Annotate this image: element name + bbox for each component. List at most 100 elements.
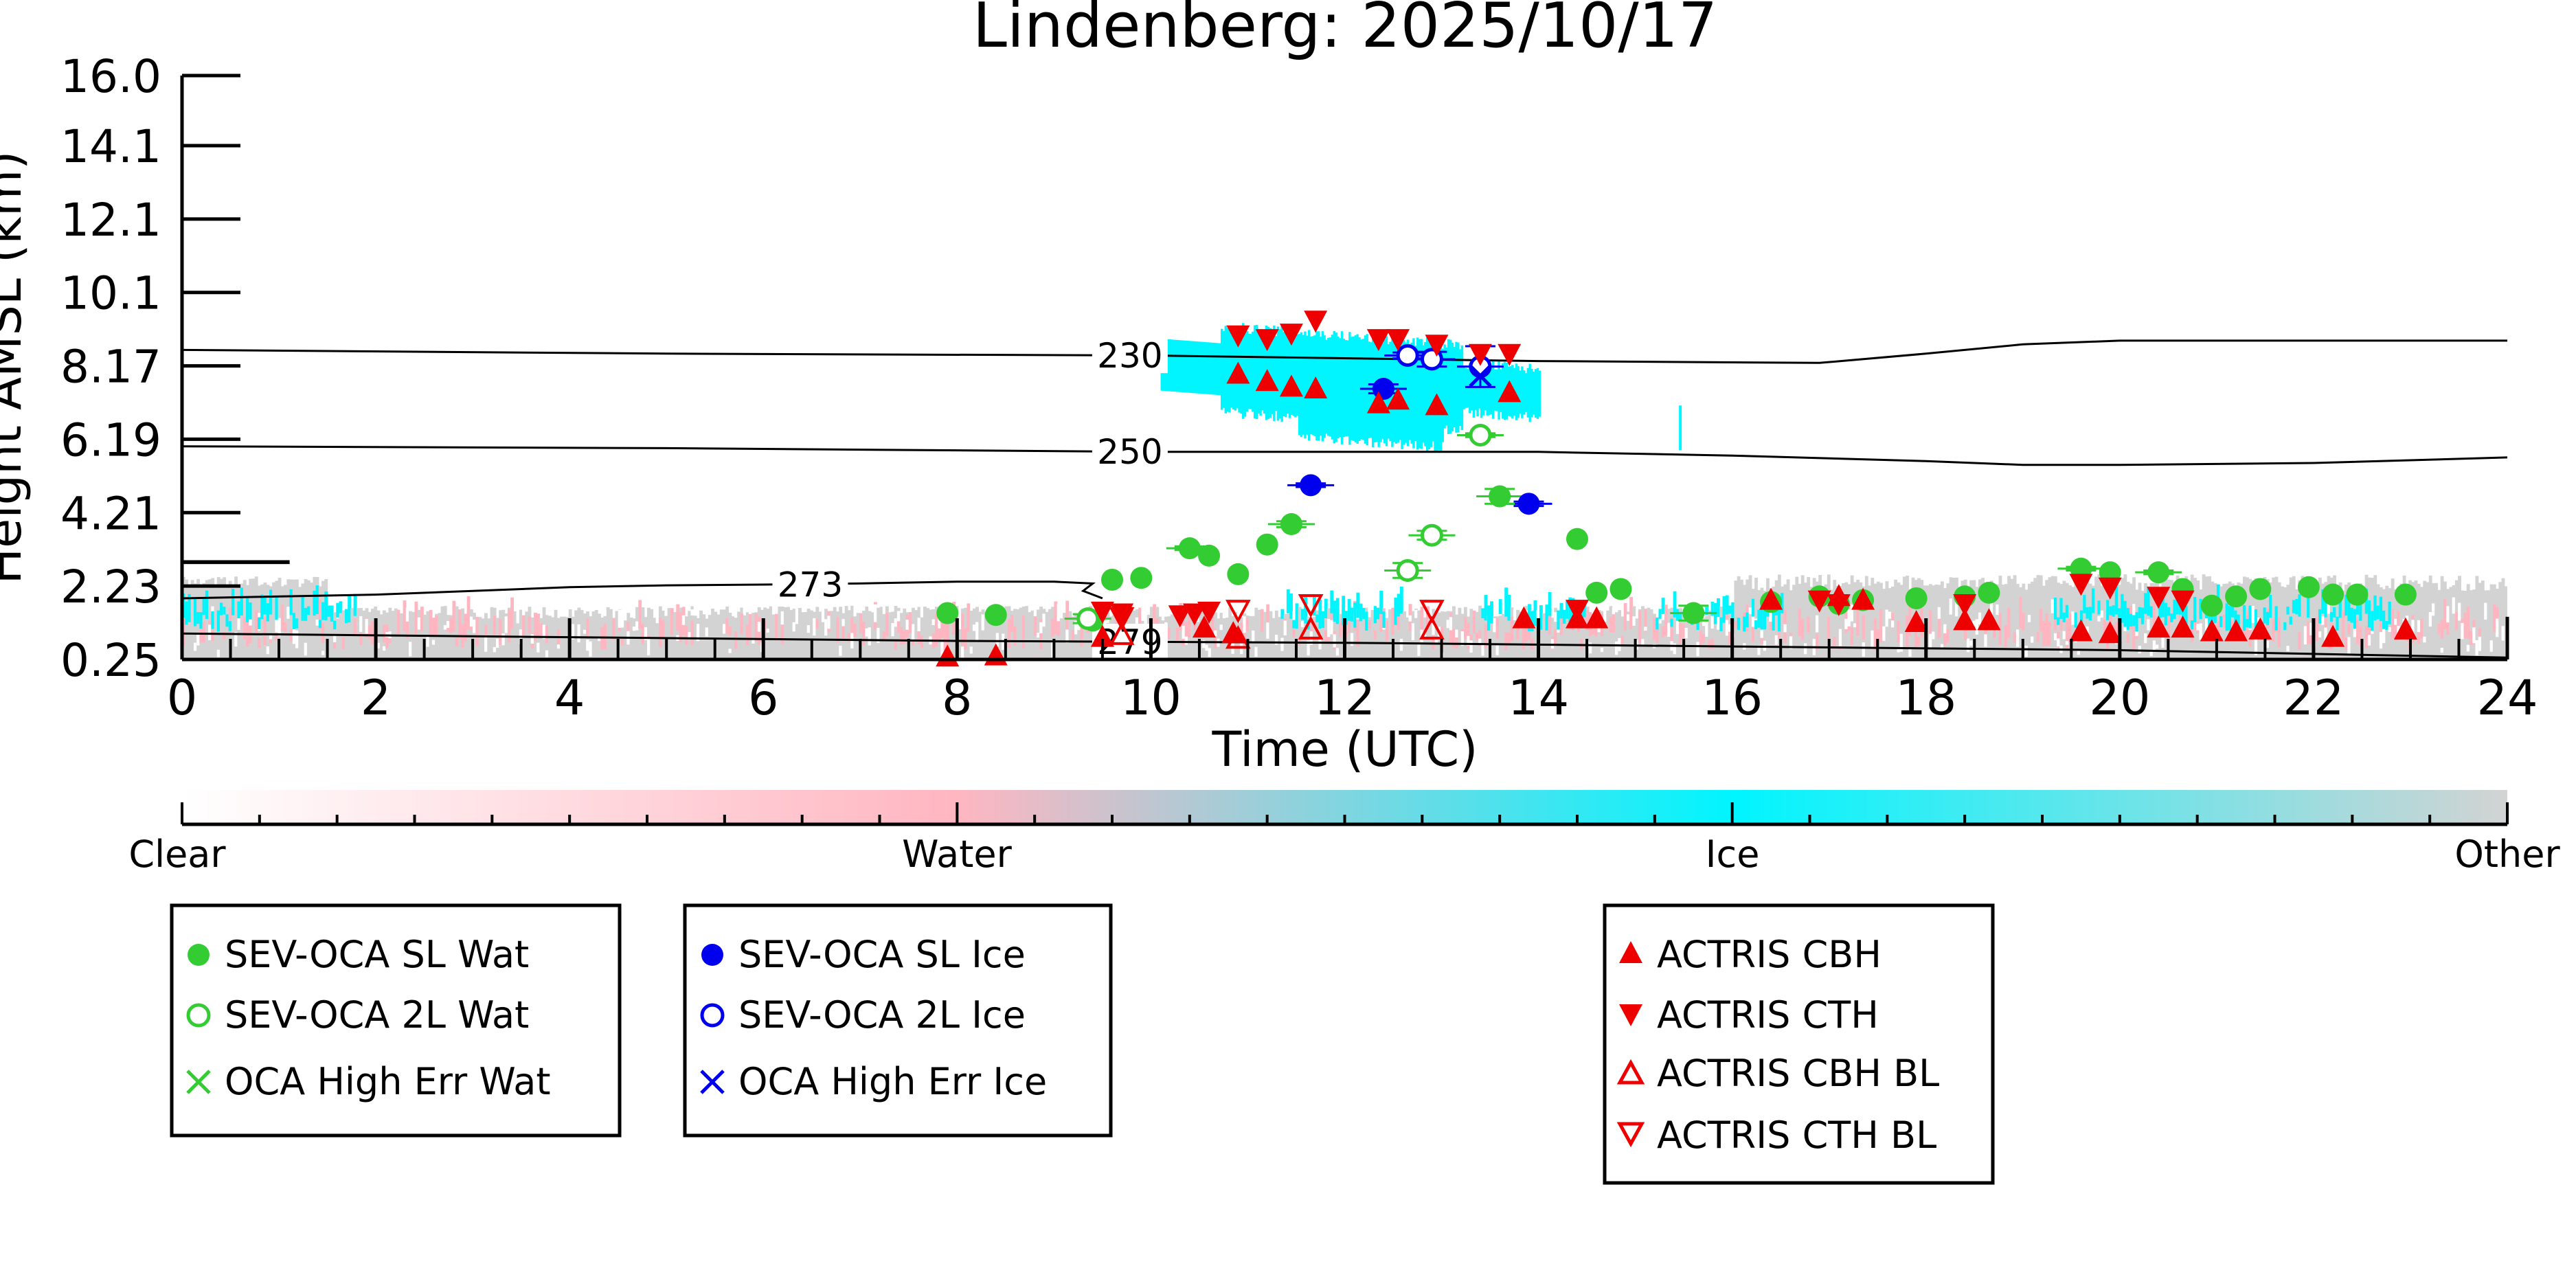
cloud-mask-water <box>414 601 418 635</box>
cloud-mask-clear <box>469 616 473 627</box>
cloud-mask-other <box>1339 613 1342 659</box>
cloud-mask-other <box>1083 609 1087 659</box>
marker-sev-oca-2l-wat <box>1420 523 1443 547</box>
cloud-mask-other <box>1368 617 1372 659</box>
cloud-mask-ice <box>2329 611 2334 622</box>
cloud-mask-other <box>339 613 343 659</box>
cloud-mask-clear <box>1641 639 1645 646</box>
cloud-mask-other <box>801 612 805 659</box>
cloud-mask-water <box>2036 631 2040 642</box>
cloud-mask-clear <box>1243 616 1247 633</box>
cloud-mask-water <box>2103 619 2107 634</box>
cloud-mask-clear <box>795 608 799 624</box>
cloud-mask-clear <box>1890 620 1895 628</box>
cloud-mask-clear <box>1411 623 1415 640</box>
cloud-mask-water <box>1798 608 1802 637</box>
cloud-mask-ice <box>1333 600 1337 622</box>
cloud-mask-clear <box>315 619 319 626</box>
cloud-mask-clear <box>2478 636 2482 651</box>
cloud-mask-ice <box>2246 618 2250 628</box>
cloud-mask-other <box>1272 618 1276 659</box>
cloud-mask-ice <box>1763 600 1767 630</box>
cloud-mask-other <box>443 606 447 659</box>
cloud-mask-other <box>815 607 820 659</box>
cloud-mask-water <box>1682 624 1686 638</box>
cloud-mask-other <box>1377 616 1380 659</box>
cloud-mask-water <box>934 614 938 646</box>
cloud-mask-other <box>1853 582 1857 659</box>
marker-actris-cth <box>1468 343 1492 366</box>
cloud-mask-water <box>1850 626 1854 646</box>
cloud-mask-clear <box>868 627 872 646</box>
cloud-mask-water <box>1478 630 1482 646</box>
cloud-mask-other <box>2292 576 2296 659</box>
cloud-mask-other <box>1405 617 1410 659</box>
cloud-mask-clear <box>2147 619 2151 631</box>
y-tick-label: 0.25 <box>60 634 161 687</box>
cloud-mask-other <box>1719 607 1724 659</box>
cloud-mask-other <box>1649 609 1653 659</box>
marker-sev-oca-sl-wat <box>1178 537 1201 560</box>
cloud-mask-water <box>449 618 453 633</box>
cloud-mask-other <box>1626 611 1630 659</box>
cloud-mask-ice <box>2121 594 2125 623</box>
marker-sev-oca-sl-wat <box>1609 578 1632 600</box>
cloud-mask-other <box>1722 611 1726 659</box>
cloud-mask-clear <box>1940 644 1944 650</box>
cloud-mask-other <box>1545 606 1549 659</box>
cloud-mask-other <box>2094 576 2098 659</box>
cloud-mask-clear <box>2347 637 2351 655</box>
cloud-mask-ice <box>2254 609 2258 629</box>
cloud-mask-water <box>847 633 851 642</box>
cloud-mask-clear <box>504 616 508 633</box>
cloud-mask-water <box>2315 617 2319 642</box>
cloud-mask-ice <box>2388 601 2392 624</box>
cloud-mask-clear <box>1057 604 1061 622</box>
cloud-mask-other <box>1030 610 1035 659</box>
cloud-mask-ice <box>1327 337 1330 436</box>
cloud-mask-ice <box>1491 361 1495 419</box>
cloud-mask-ice <box>2182 604 2185 625</box>
cloud-mask-clear <box>2475 640 2479 656</box>
cloud-mask-ice <box>1358 337 1361 442</box>
marker-sev-oca-sl-wat <box>1280 513 1302 536</box>
cloud-mask-ice <box>1731 602 1735 622</box>
cloud-mask-clear <box>2024 646 2029 657</box>
cloud-mask-clear <box>912 624 915 640</box>
cloud-mask-other <box>1260 612 1264 659</box>
cloud-mask-ice <box>1382 611 1386 629</box>
cloud-mask-other <box>1559 614 1563 659</box>
cloud-mask-other <box>516 616 520 659</box>
cloud-mask-water <box>2454 611 2459 631</box>
cloud-mask-other <box>223 577 227 659</box>
cloud-mask-ice <box>2338 595 2342 618</box>
cloud-mask-water <box>431 618 436 637</box>
cloud-mask-other <box>2431 583 2435 659</box>
cloud-mask-water <box>1510 616 1514 642</box>
cloud-mask-other <box>440 606 444 659</box>
cloud-mask-water <box>228 607 232 633</box>
colorbar-ticks <box>181 802 2509 826</box>
cloud-mask-ice <box>1533 600 1537 626</box>
cloud-mask-other <box>1016 609 1020 659</box>
cloud-mask-ice <box>1656 618 1660 630</box>
cloud-mask-ice <box>1370 342 1372 438</box>
cloud-mask-other <box>2484 590 2487 659</box>
cloud-mask-water <box>1184 622 1188 638</box>
marker-actris-cbh <box>2069 619 2093 642</box>
cloud-mask-ice <box>216 610 221 632</box>
cloud-mask-other <box>403 617 407 659</box>
cloud-mask-other <box>1289 616 1293 659</box>
marker-actris-cth-bl <box>1419 600 1445 624</box>
cloud-mask-ice <box>1226 328 1229 412</box>
cloud-mask-clear <box>1702 620 1706 626</box>
cloud-mask-clear <box>1318 633 1322 650</box>
cloud-mask-water <box>2367 624 2371 635</box>
cloud-mask-ice <box>1286 335 1289 414</box>
cloud-mask-clear <box>1254 646 1258 657</box>
cloud-mask-clear <box>2388 626 2392 633</box>
cloud-mask-ice <box>2228 605 2232 631</box>
cloud-mask-other <box>1028 612 1032 659</box>
cloud-mask-clear <box>1996 604 2000 615</box>
marker-sev-oca-sl-wat <box>1905 587 1928 609</box>
